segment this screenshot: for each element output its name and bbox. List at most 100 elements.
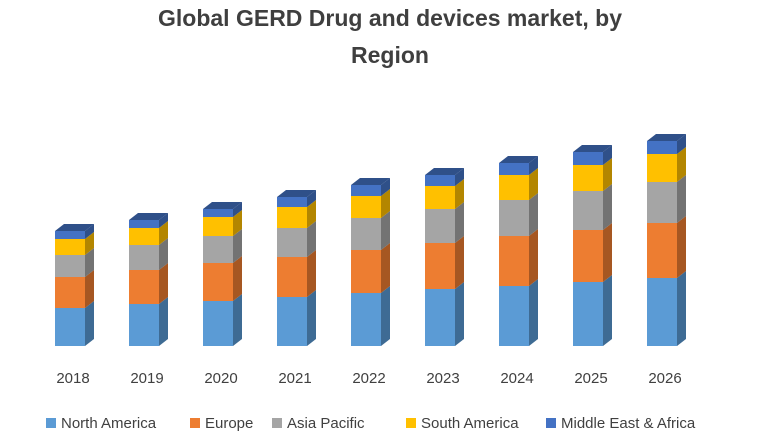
bar-side-north-america-2026 [677, 271, 686, 346]
chart-title-line-2: Region [351, 42, 429, 68]
bar-middle-east-africa-2024 [499, 163, 529, 175]
bar-europe-2020 [203, 263, 233, 301]
x-tick-label: 2019 [130, 370, 163, 387]
bar-side-europe-2025 [603, 223, 612, 282]
bar-side-south-america-2022 [381, 189, 390, 218]
x-tick-label: 2021 [278, 370, 311, 387]
bar-middle-east-africa-2023 [425, 175, 455, 186]
legend-swatch [406, 418, 416, 428]
bar-side-europe-2026 [677, 216, 686, 278]
bar-top-2025 [573, 145, 612, 152]
bar-asia-pacific-2021 [277, 228, 307, 257]
bar-side-middle-east-africa-2018 [85, 224, 94, 239]
bar-europe-2019 [129, 270, 159, 304]
bar-side-europe-2021 [307, 250, 316, 297]
bar-north-america-2018 [55, 308, 85, 346]
legend-label: Asia Pacific [287, 415, 365, 432]
x-tick-label: 2025 [574, 370, 607, 387]
bar-europe-2021 [277, 257, 307, 297]
bar-north-america-2024 [499, 286, 529, 346]
bar-side-asia-pacific-2022 [381, 211, 390, 250]
x-tick-label: 2026 [648, 370, 681, 387]
x-tick-label: 2023 [426, 370, 459, 387]
bar-middle-east-africa-2020 [203, 209, 233, 217]
bar-north-america-2023 [425, 289, 455, 346]
bar-side-north-america-2020 [233, 294, 242, 346]
bar-south-america-2019 [129, 228, 159, 245]
bar-side-middle-east-africa-2023 [455, 168, 464, 186]
bar-side-south-america-2025 [603, 158, 612, 191]
bar-side-europe-2023 [455, 236, 464, 289]
bar-north-america-2026 [647, 278, 677, 346]
bar-asia-pacific-2022 [351, 218, 381, 250]
bar-south-america-2026 [647, 154, 677, 182]
bar-middle-east-africa-2026 [647, 141, 677, 154]
bar-middle-east-africa-2022 [351, 185, 381, 196]
bar-side-south-america-2019 [159, 221, 168, 245]
bar-top-2018 [55, 224, 94, 231]
legend-label: North America [61, 415, 157, 432]
bar-north-america-2020 [203, 301, 233, 346]
bar-side-south-america-2026 [677, 147, 686, 182]
bar-asia-pacific-2018 [55, 255, 85, 277]
bar-north-america-2022 [351, 293, 381, 346]
bar-middle-east-africa-2021 [277, 197, 307, 207]
chart-title: Global GERD Drug and devices market, by … [0, 0, 780, 74]
bar-side-middle-east-africa-2019 [159, 213, 168, 228]
x-tick-label: 2020 [204, 370, 237, 387]
x-axis-ticks: 2018 2019 2020 2021 2022 2023 2024 2025 2026 [56, 370, 681, 387]
bar-asia-pacific-2019 [129, 245, 159, 270]
bar-asia-pacific-2024 [499, 200, 529, 236]
bar-side-europe-2020 [233, 256, 242, 301]
bar-side-north-america-2023 [455, 282, 464, 346]
bar-top-2024 [499, 156, 538, 163]
bar-south-america-2022 [351, 196, 381, 218]
bar-side-north-america-2018 [85, 301, 94, 346]
legend-swatch [272, 418, 282, 428]
bar-side-south-america-2020 [233, 210, 242, 236]
bar-asia-pacific-2025 [573, 191, 603, 230]
bar-europe-2025 [573, 230, 603, 282]
bar-asia-pacific-2023 [425, 209, 455, 243]
bar-europe-2022 [351, 250, 381, 293]
bar-south-america-2020 [203, 217, 233, 236]
bar-asia-pacific-2020 [203, 236, 233, 263]
bar-side-north-america-2022 [381, 286, 390, 346]
bar-side-asia-pacific-2021 [307, 221, 316, 257]
chart-title-line-1: Global GERD Drug and devices market, by [158, 5, 622, 31]
bar-side-europe-2024 [529, 229, 538, 286]
bar-side-asia-pacific-2024 [529, 193, 538, 236]
legend-swatch [546, 418, 556, 428]
bar-north-america-2021 [277, 297, 307, 346]
bar-side-middle-east-africa-2021 [307, 190, 316, 207]
legend-label: Europe [205, 415, 253, 432]
bar-side-north-america-2021 [307, 290, 316, 346]
bar-top-2026 [647, 134, 686, 141]
bar-europe-2024 [499, 236, 529, 286]
bar-north-america-2025 [573, 282, 603, 346]
bar-middle-east-africa-2025 [573, 152, 603, 165]
bar-south-america-2023 [425, 186, 455, 209]
bar-south-america-2018 [55, 239, 85, 255]
bar-south-america-2024 [499, 175, 529, 200]
bar-north-america-2019 [129, 304, 159, 346]
bar-asia-pacific-2026 [647, 182, 677, 223]
bar-side-middle-east-africa-2020 [233, 202, 242, 217]
x-tick-label: 2024 [500, 370, 533, 387]
legend: North America Europe Asia Pacific South Ame… [46, 415, 696, 432]
bar-europe-2018 [55, 277, 85, 308]
legend-label: Middle East & Africa [561, 415, 696, 432]
bar-side-north-america-2019 [159, 297, 168, 346]
bar-side-asia-pacific-2018 [85, 248, 94, 277]
bar-side-asia-pacific-2025 [603, 184, 612, 230]
bar-side-asia-pacific-2026 [677, 175, 686, 223]
bar-side-middle-east-africa-2024 [529, 156, 538, 175]
bar-top-2021 [277, 190, 316, 197]
bar-side-middle-east-africa-2026 [677, 134, 686, 154]
bar-side-north-america-2025 [603, 275, 612, 346]
bar-side-middle-east-africa-2022 [381, 178, 390, 196]
x-tick-label: 2022 [352, 370, 385, 387]
legend-swatch [190, 418, 200, 428]
bar-side-europe-2018 [85, 270, 94, 308]
